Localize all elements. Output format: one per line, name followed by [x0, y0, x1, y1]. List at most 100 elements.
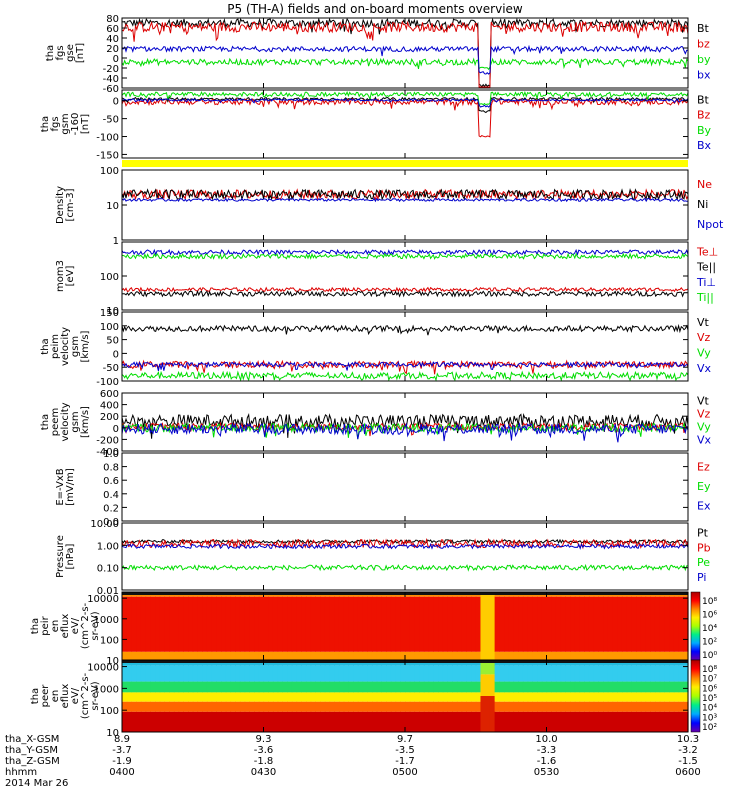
heatmap-cell [291, 665, 298, 682]
heatmap-cell [593, 651, 599, 660]
heatmap-cell [423, 692, 430, 702]
heatmap-cell [607, 701, 614, 712]
heatmap-cell [678, 665, 684, 682]
heatmap-cell [433, 665, 439, 682]
heatmap-cell [508, 665, 515, 682]
heatmap-cell [362, 711, 368, 732]
heatmap-cell [683, 665, 689, 682]
heatmap-cell [546, 701, 552, 712]
heatmap-cell [504, 665, 510, 682]
heatmap-cell [282, 596, 288, 652]
heatmap-cell [673, 596, 680, 652]
heatmap-cell [551, 701, 557, 712]
heatmap-cell [400, 681, 406, 693]
heatmap-cell [183, 711, 189, 732]
y-tick-label: 80 [106, 14, 119, 25]
heatmap-cell [588, 692, 595, 702]
y-axis-label: peem [50, 408, 61, 436]
heatmap-cell [353, 692, 359, 702]
heatmap-cell [409, 711, 416, 732]
heatmap-cell [145, 596, 151, 652]
heatmap-cell [277, 711, 283, 732]
heatmap-cell [414, 596, 420, 652]
heatmap-cell [678, 711, 684, 732]
legend-Vt: Vt [697, 316, 710, 329]
heatmap-cell [678, 651, 684, 660]
y-tick-label: 100 [100, 635, 119, 646]
heatmap-cell [202, 701, 208, 712]
heatmap-cell [216, 701, 222, 712]
heatmap-cell [206, 692, 213, 702]
heatmap-cell [202, 596, 208, 652]
heatmap-cell [522, 681, 529, 693]
heatmap-cell [395, 701, 401, 712]
heatmap-cell [353, 711, 359, 732]
heatmap-cell [301, 701, 307, 712]
heatmap-cell [334, 665, 340, 682]
heatmap-cell [456, 651, 463, 660]
heatmap-cell [414, 665, 420, 682]
heatmap-cell [607, 711, 614, 732]
heatmap-cell [499, 665, 505, 682]
heatmap-cell [659, 701, 666, 712]
heatmap-cell [522, 596, 529, 652]
heatmap-cell [258, 701, 265, 712]
heatmap-cell [466, 711, 472, 732]
heatmap-cell [291, 711, 298, 732]
heatmap-cell [480, 592, 486, 660]
heatmap-cell [513, 596, 519, 652]
heatmap-cell [551, 711, 557, 732]
heatmap-cell [296, 692, 302, 702]
heatmap-cell [362, 701, 368, 712]
heatmap-cell [183, 692, 189, 702]
heatmap-cell [513, 681, 519, 693]
heatmap-cell [230, 701, 236, 712]
heatmap-cell [338, 681, 345, 693]
heatmap-cell [272, 681, 279, 693]
heatmap-cell [447, 596, 453, 652]
heatmap-cell [126, 651, 133, 660]
heatmap-cell [626, 681, 632, 693]
heatmap-cell [678, 692, 684, 702]
heatmap-cell [126, 701, 133, 712]
legend-Ex: Ex [697, 499, 711, 512]
panel-frame-2 [121, 169, 689, 241]
heatmap-cell [499, 651, 505, 660]
y-tick-label: 10 [106, 656, 119, 667]
heatmap-cell [145, 681, 151, 693]
heatmap-cell [235, 681, 241, 693]
heatmap-cell [192, 681, 199, 693]
heatmap-cell [155, 651, 161, 660]
heatmap-cell [508, 701, 515, 712]
heatmap-cell [390, 692, 397, 702]
heatmap-cell [654, 711, 661, 732]
heatmap-cell [159, 692, 166, 702]
heatmap-cell [673, 711, 680, 732]
heatmap-cell [206, 665, 213, 682]
heatmap-cell [277, 651, 283, 660]
heatmap-cell [164, 681, 170, 693]
heatmap-cell [310, 711, 316, 732]
heatmap-cell [338, 701, 345, 712]
heatmap-cell [598, 665, 604, 682]
heatmap-cell [527, 681, 533, 693]
heatmap-cell [254, 692, 260, 702]
x-tick-label: 10.3 [677, 734, 699, 745]
heatmap-cell [310, 651, 316, 660]
y-axis-label: eflux [60, 614, 71, 639]
heatmap-cell [579, 701, 585, 712]
heatmap-cell [268, 681, 274, 693]
heatmap-cell [654, 681, 661, 693]
heatmap-cell [673, 701, 680, 712]
heatmap-cell [423, 596, 430, 652]
series-line-Ni [121, 188, 689, 202]
y-tick-label: 0.0 [103, 517, 119, 528]
colorbar-tick-label: 10⁰ [702, 651, 717, 661]
heatmap-cell [155, 681, 161, 693]
heatmap-cell [650, 681, 656, 693]
heatmap-cell [574, 681, 581, 693]
heatmap-cell [456, 681, 463, 693]
heatmap-cell [320, 711, 326, 732]
heatmap-cell [598, 596, 604, 652]
heatmap-cell [334, 681, 340, 693]
